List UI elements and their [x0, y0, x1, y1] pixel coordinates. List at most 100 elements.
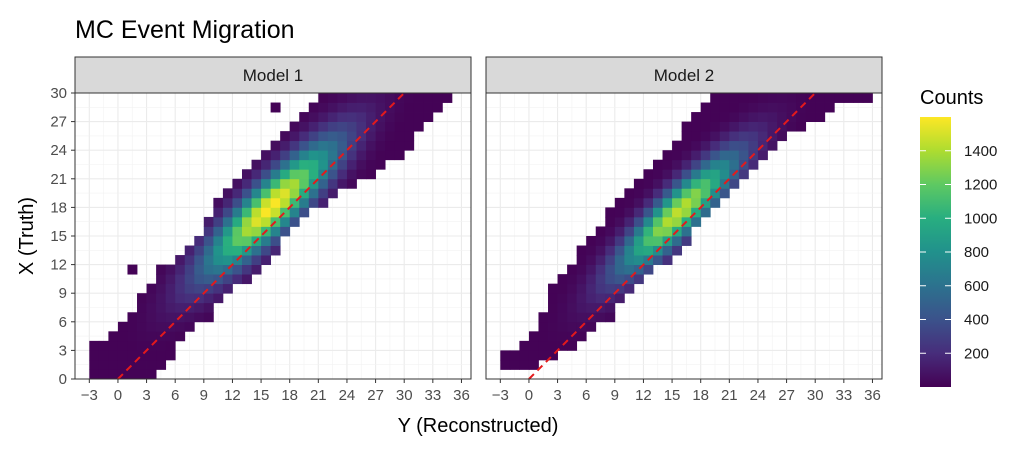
heatmap-cell — [729, 93, 740, 103]
heatmap-cell — [595, 255, 606, 265]
heatmap-cell — [337, 169, 348, 180]
heatmap-cell — [137, 350, 147, 361]
heatmap-cell — [681, 207, 692, 218]
heatmap-cell — [270, 207, 281, 218]
y-tick-label: 12 — [50, 257, 67, 274]
heatmap-cell — [815, 112, 826, 122]
heatmap-cell — [346, 121, 357, 132]
heatmap-cell — [691, 121, 702, 132]
heatmap-cell — [595, 245, 606, 256]
heatmap-cell — [337, 102, 348, 113]
heatmap-cell — [729, 159, 740, 170]
heatmap-cell — [509, 350, 520, 361]
heatmap-cell — [595, 312, 606, 323]
heatmap-cell — [729, 150, 740, 161]
heatmap-cell — [672, 159, 683, 170]
heatmap-cell — [757, 131, 768, 142]
heatmap-cell — [137, 369, 147, 380]
heatmap-cell — [89, 340, 100, 351]
heatmap-cell — [710, 140, 721, 151]
heatmap-cell — [366, 159, 376, 170]
heatmap-cell — [595, 293, 606, 304]
heatmap-cell — [261, 169, 272, 180]
heatmap-cell — [261, 188, 272, 199]
heatmap-cell — [241, 169, 252, 180]
heatmap-cell — [413, 121, 424, 132]
x-tick-label: 9 — [611, 387, 619, 404]
heatmap-cell — [567, 264, 578, 275]
heatmap-cell — [165, 274, 176, 285]
heatmap-cell — [624, 216, 635, 227]
colorbar-tick-label: 200 — [964, 345, 989, 362]
heatmap-cell — [672, 216, 683, 227]
heatmap-cell — [251, 255, 262, 265]
panel-model-2: Model 2 −3 0 3 6 9 12 15 18 21 24 27 30 33 36 — [485, 56, 883, 404]
heatmap-cell — [346, 169, 357, 180]
heatmap-cell — [241, 264, 252, 275]
heatmap-cell — [308, 188, 319, 199]
heatmap-cell — [356, 140, 367, 151]
heatmap-cell — [729, 140, 740, 151]
heatmap-cell — [719, 93, 730, 103]
heatmap-cell — [624, 226, 635, 237]
heatmap-cell — [681, 150, 692, 161]
heatmap-cell — [605, 245, 616, 256]
heatmap-cell — [710, 159, 721, 170]
heatmap-cell — [366, 140, 376, 151]
x-tick-label: 18 — [281, 387, 298, 404]
identity-reference-line — [528, 92, 816, 380]
heatmap-cell — [595, 283, 606, 294]
heatmap-cell — [528, 350, 539, 361]
heatmap-cell — [156, 359, 167, 370]
heatmap-cell — [194, 245, 205, 256]
heatmap-cell — [729, 112, 740, 122]
y-tick-label: 18 — [50, 199, 67, 216]
y-tick-label: 21 — [50, 171, 67, 188]
heatmap-cell — [346, 131, 357, 142]
heatmap-cell — [710, 131, 721, 142]
heatmap-cell — [624, 245, 635, 256]
heatmap-cell — [232, 274, 243, 285]
heatmap-cell — [280, 140, 291, 151]
heatmap-cell — [700, 121, 711, 132]
heatmap-cell — [614, 274, 625, 285]
heatmap-cell — [270, 188, 281, 199]
heatmap-cell — [299, 140, 310, 151]
heatmap-cell — [672, 169, 683, 180]
heatmap-cell — [691, 178, 702, 189]
heatmap-cell — [576, 274, 587, 285]
heatmap-cell — [700, 112, 711, 122]
heatmap-cell — [146, 369, 157, 380]
heatmap-cell — [633, 216, 644, 227]
heatmap-cell — [652, 236, 663, 246]
heatmap-cell — [232, 197, 243, 208]
heatmap-cell — [738, 121, 749, 132]
heatmap-cell — [681, 121, 692, 132]
heatmap-cell — [375, 112, 386, 122]
heatmap-cell — [662, 245, 673, 256]
heatmap-cell — [633, 178, 644, 189]
heatmap-cell — [576, 331, 587, 342]
x-tick-label: 30 — [807, 387, 824, 404]
heatmap-cell — [595, 264, 606, 275]
heatmap-cell — [308, 102, 319, 113]
heatmap-cell — [805, 102, 816, 113]
heatmap-cell — [719, 121, 730, 132]
heatmap-cell — [413, 112, 424, 122]
heatmap-cell — [614, 264, 625, 275]
x-axis-title: Y (Reconstructed) — [398, 415, 559, 437]
heatmap-cell — [337, 121, 348, 132]
heatmap-cell — [681, 188, 692, 199]
heatmap-cell — [184, 274, 195, 285]
heatmap-cell — [662, 216, 673, 227]
heatmap-cell — [643, 197, 654, 208]
heatmap-cell — [184, 312, 195, 323]
heatmap-cell — [146, 331, 157, 342]
heatmap-cell — [213, 226, 224, 237]
heatmap-cell — [108, 350, 119, 361]
heatmap-cell — [567, 312, 578, 323]
heatmap-cell — [241, 197, 252, 208]
heatmap-cell — [108, 331, 119, 342]
heatmap-cell — [213, 197, 224, 208]
heatmap-cell — [299, 121, 310, 132]
